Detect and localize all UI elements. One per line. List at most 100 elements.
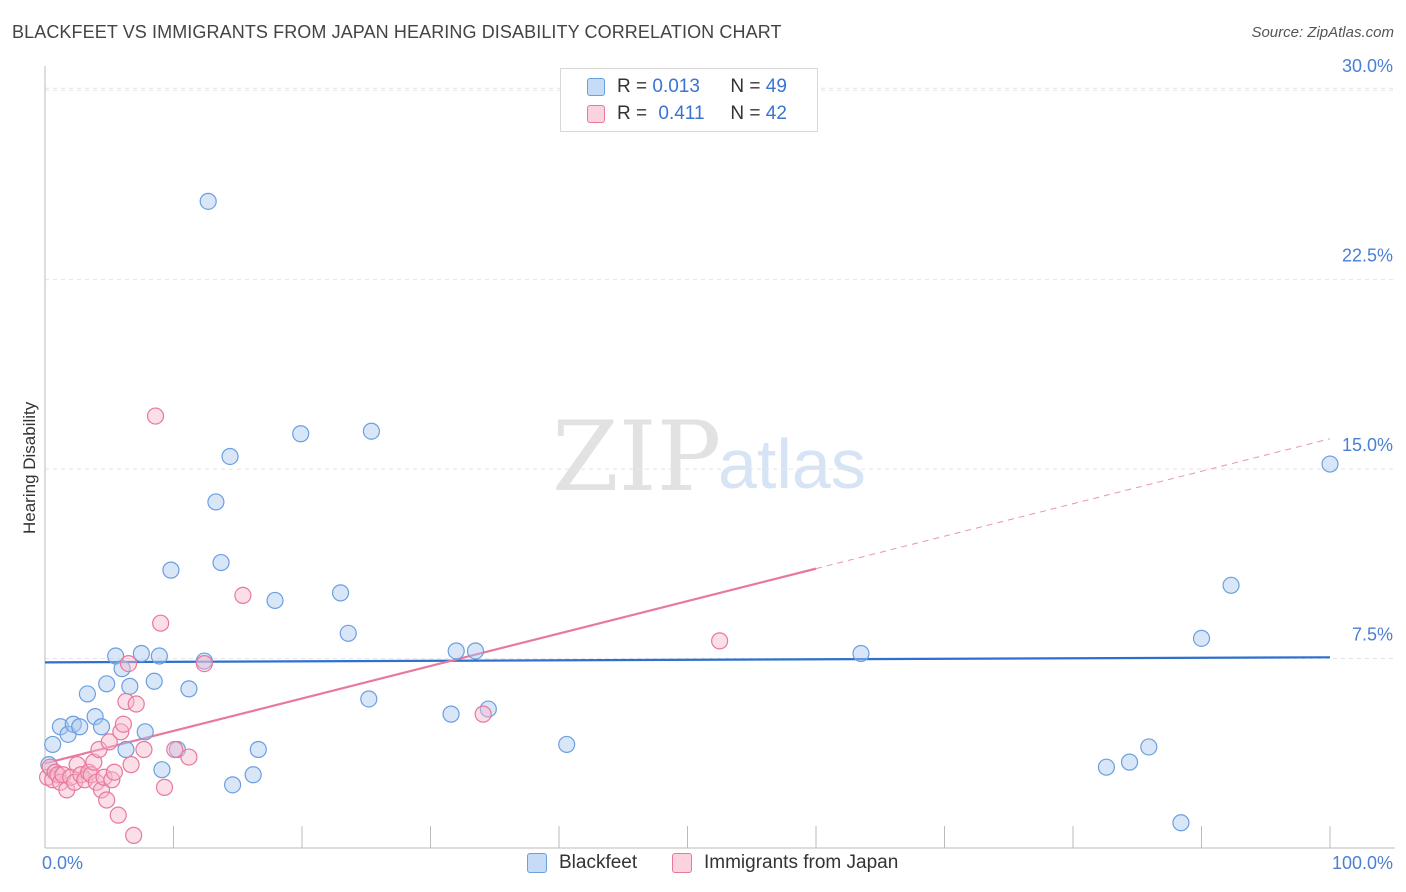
legend-label-blackfeet: Blackfeet: [559, 852, 638, 873]
grid-lines: [45, 87, 1395, 660]
blackfeet-point: [132, 644, 150, 663]
japan-point: [117, 692, 135, 711]
blackfeet-point: [92, 718, 111, 736]
blackfeet-point: [136, 723, 154, 741]
axes: [44, 66, 1395, 849]
blackfeet-point: [1192, 629, 1211, 647]
blackfeet-trend-line: [44, 656, 1331, 664]
blackfeet-point: [1172, 814, 1190, 832]
y-tick-label: 7.5%: [1352, 625, 1393, 645]
blackfeet-point: [145, 672, 163, 690]
blackfeet-point: [852, 644, 870, 663]
chart-title: BLACKFEET VS IMMIGRANTS FROM JAPAN HEARI…: [12, 22, 782, 42]
japan-point: [195, 655, 213, 673]
blackfeet-point: [266, 591, 284, 610]
japan-point: [98, 791, 116, 809]
japan-point: [92, 781, 111, 799]
blackfeet-point: [44, 735, 62, 754]
legend-n-value: 49: [765, 76, 787, 97]
blackfeet-point: [292, 425, 310, 443]
japan-point: [234, 586, 252, 605]
japan-point: [180, 748, 198, 766]
blackfeet-point: [162, 561, 180, 579]
blackfeet-point: [78, 685, 97, 703]
legend-item-japan[interactable]: Immigrants from Japan: [672, 852, 898, 874]
blackfeet-point: [244, 766, 262, 784]
y-tick-label: 30.0%: [1342, 56, 1393, 76]
japan-point: [474, 705, 492, 723]
japan-point: [85, 753, 103, 771]
blackfeet-point: [86, 708, 104, 726]
correlation-legend: R = 0.013 N = 49 R = 0.411 N = 42: [560, 68, 818, 132]
blackfeet-point: [1120, 753, 1139, 771]
japan-point: [105, 763, 123, 781]
legend-row-japan: R = 0.411 N = 42: [587, 102, 787, 126]
legend-swatch-japan: [672, 853, 692, 873]
blackfeet-point: [466, 642, 485, 660]
blackfeet-point: [71, 718, 89, 736]
japan-point: [109, 806, 127, 824]
blackfeet-point: [1097, 758, 1116, 776]
legend-swatch-blackfeet: [587, 78, 605, 96]
blackfeet-point: [221, 447, 239, 466]
y-tick-label: 22.5%: [1342, 246, 1393, 266]
japan-point: [166, 740, 184, 759]
blackfeet-point: [360, 690, 378, 708]
japan-point: [155, 778, 174, 796]
blackfeet-point: [249, 740, 267, 759]
japan-point: [146, 407, 165, 425]
y-tick-label: 15.0%: [1342, 435, 1393, 455]
source-label: Source: ZipAtlas.com: [1251, 24, 1394, 41]
legend-r-value: 0.013: [652, 76, 700, 97]
japan-point: [125, 826, 143, 844]
japan-point: [135, 740, 153, 759]
legend-row-blackfeet: R = 0.013 N = 49: [587, 75, 787, 99]
tick-labels: 7.5% 15.0% 22.5% 30.0% 0.0% 100.0%: [42, 56, 1393, 873]
japan-point: [100, 733, 118, 751]
japan-trend-line-extension: [815, 438, 1331, 570]
blackfeet-point: [331, 584, 350, 602]
japan-point: [119, 655, 138, 673]
japan-point: [122, 756, 140, 774]
legend-n-label: N =: [730, 76, 761, 97]
japan-point: [114, 715, 132, 733]
japan-trend-line: [44, 567, 817, 765]
blackfeet-point: [558, 735, 576, 754]
blackfeet-point: [207, 493, 225, 511]
blackfeet-point: [153, 761, 171, 779]
blackfeet-point: [447, 642, 465, 660]
legend-r-label: R =: [617, 103, 648, 124]
blackfeet-point: [117, 740, 135, 759]
blackfeet-point: [98, 675, 116, 693]
blackfeet-point: [224, 776, 242, 794]
legend-item-blackfeet[interactable]: Blackfeet: [527, 852, 637, 874]
blackfeet-point: [1140, 738, 1158, 756]
japan-point: [152, 614, 170, 632]
legend-r-value: 0.411: [658, 103, 705, 124]
data-points: [38, 192, 1339, 844]
blackfeet-point: [479, 700, 497, 718]
blackfeet-point: [1321, 455, 1339, 473]
watermark-atlas: atlas: [718, 425, 866, 503]
x-tick-label: 0.0%: [42, 853, 83, 873]
japan-point: [127, 695, 145, 713]
legend-r-label: R =: [617, 76, 648, 97]
x-tick-label: 100.0%: [1332, 853, 1393, 873]
blackfeet-point: [442, 705, 460, 723]
trend-lines: [44, 438, 1331, 765]
blackfeet-point: [362, 422, 380, 440]
blackfeet-point: [1222, 576, 1240, 594]
watermark-zip: ZIP: [552, 401, 721, 513]
blackfeet-point: [150, 647, 168, 665]
legend-swatch-japan: [587, 105, 605, 123]
legend-label-japan: Immigrants from Japan: [704, 852, 899, 873]
blackfeet-point: [121, 677, 139, 695]
legend-n-value: 42: [765, 103, 787, 124]
japan-point: [711, 632, 729, 650]
legend-swatch-blackfeet: [527, 853, 547, 873]
legend-n-label: N =: [730, 103, 761, 124]
blackfeet-point: [199, 192, 217, 210]
blackfeet-point: [339, 624, 357, 642]
blackfeet-point: [212, 553, 230, 572]
